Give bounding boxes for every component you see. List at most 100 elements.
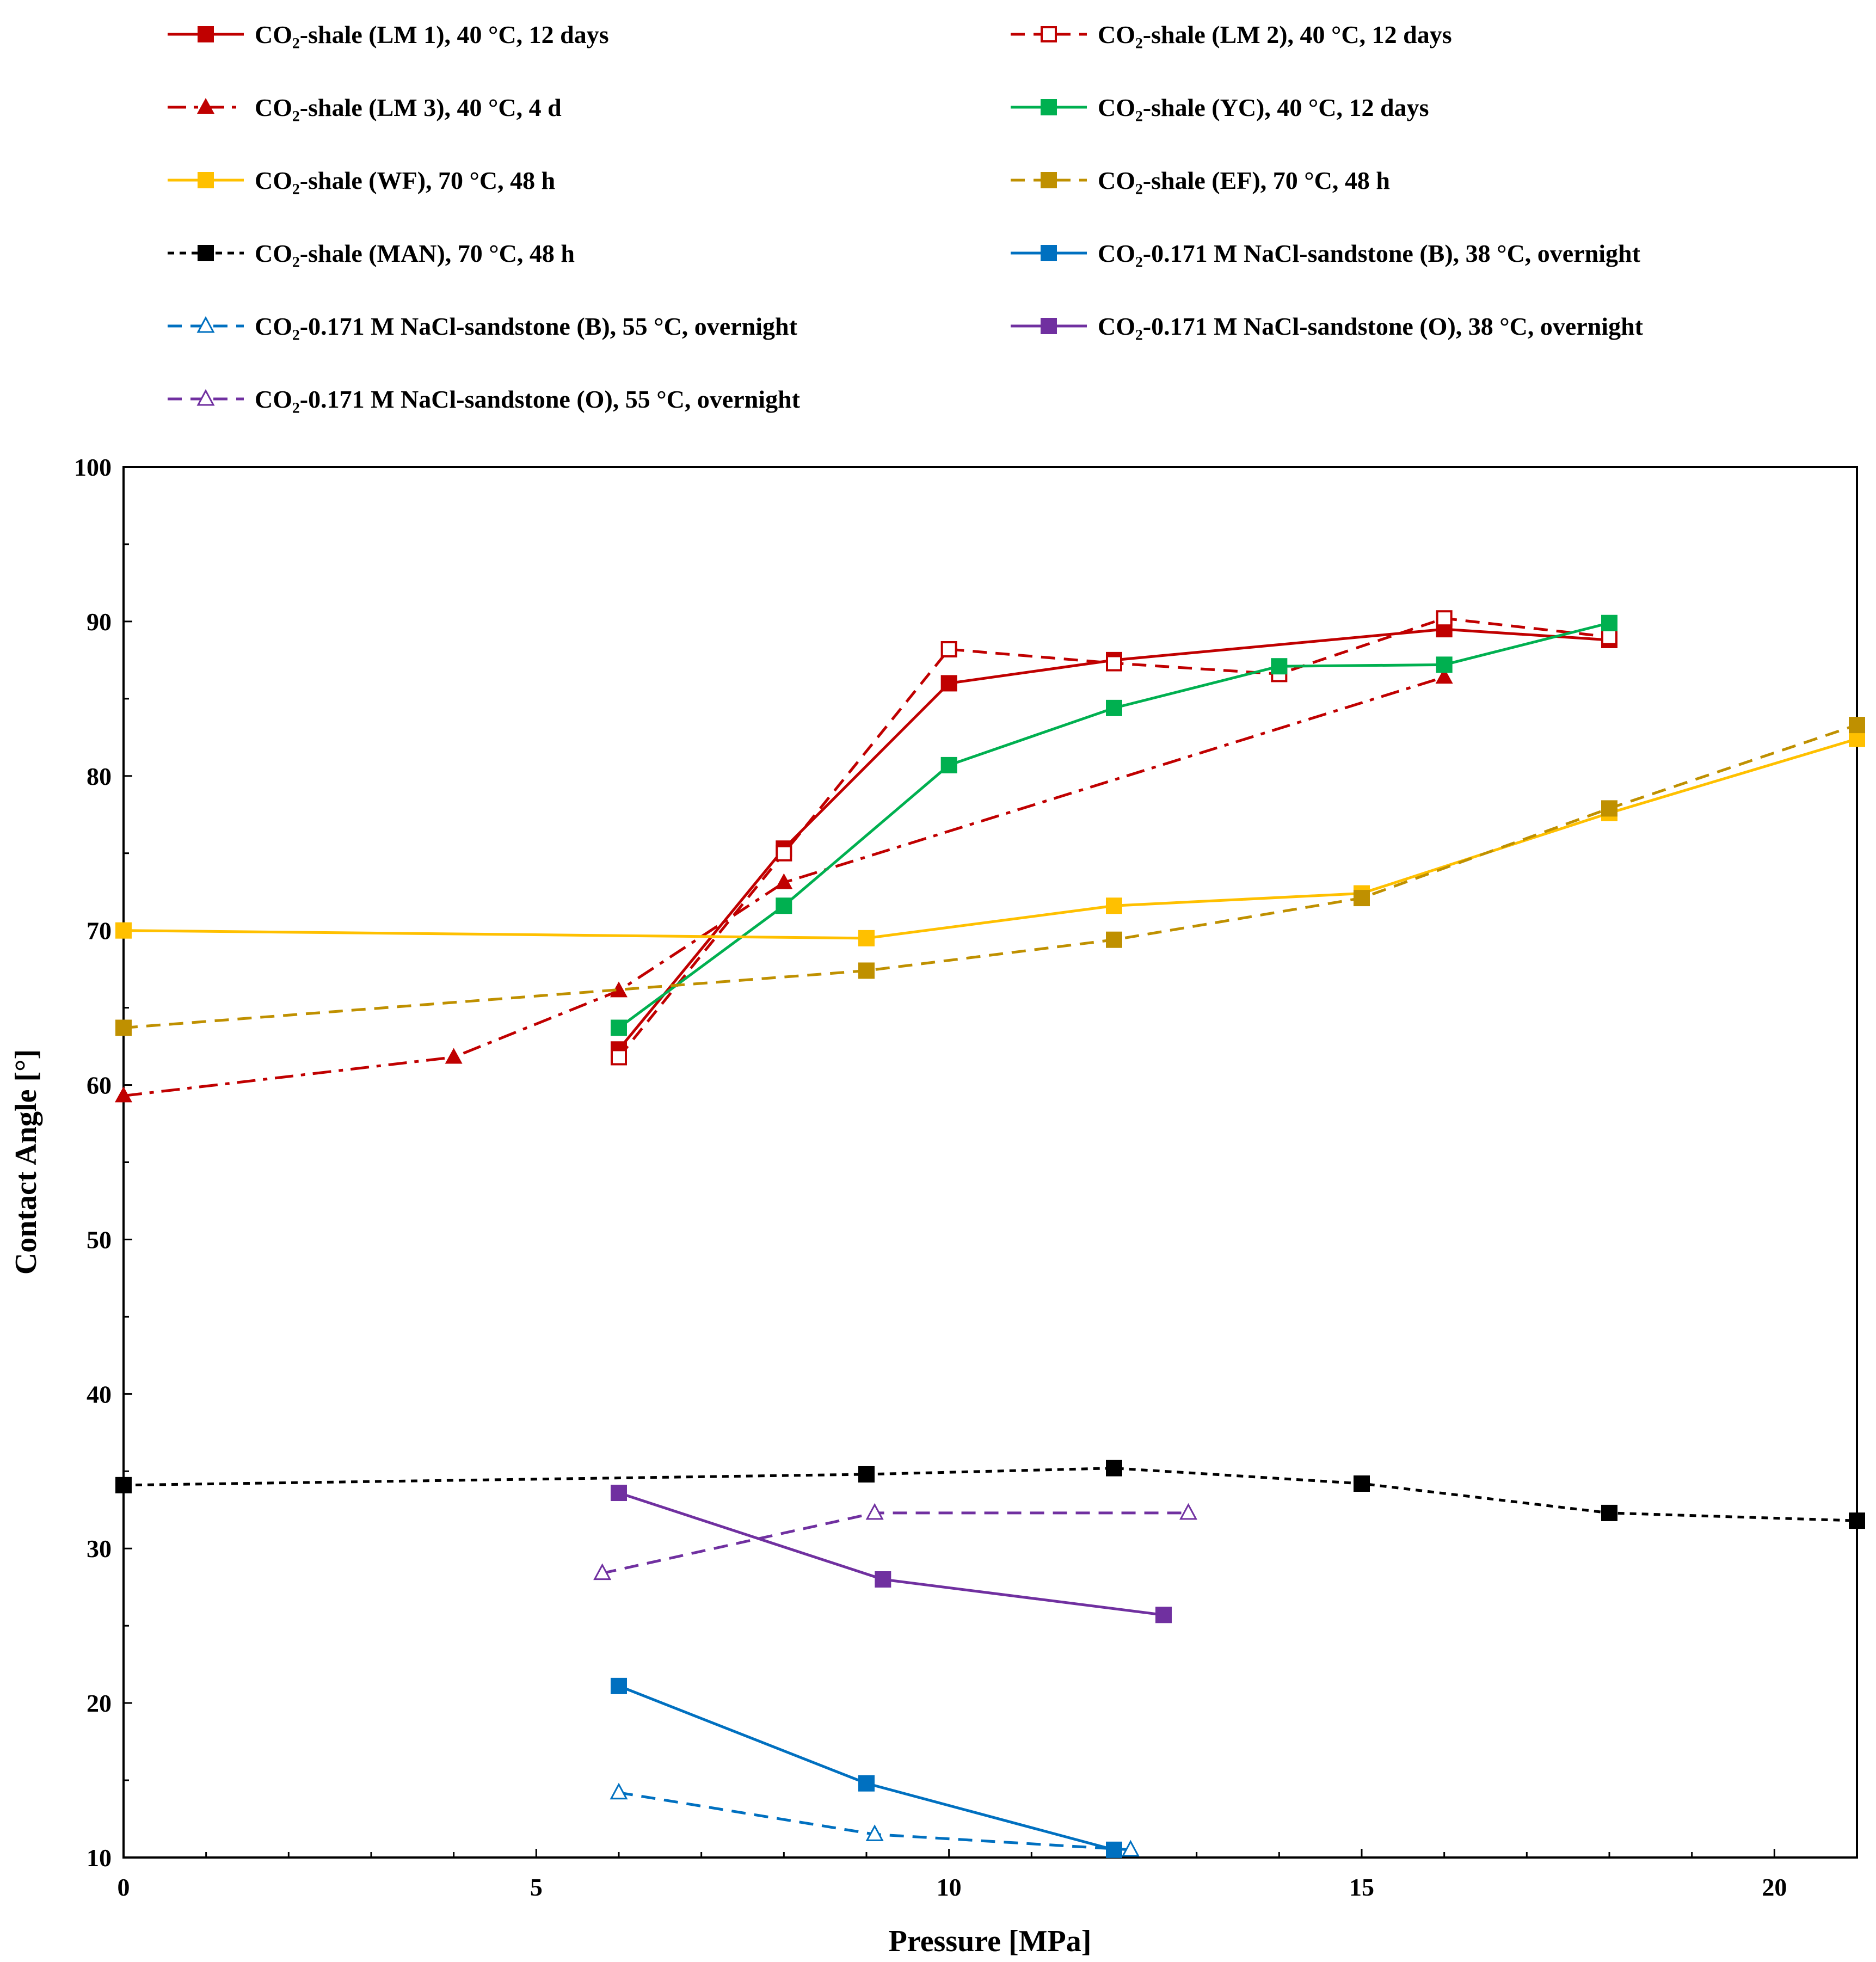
y-tick-label: 10 bbox=[87, 1844, 112, 1872]
y-tick-label: 30 bbox=[87, 1535, 112, 1563]
series-4 bbox=[611, 614, 1617, 1036]
legend-label: CO₂-shale (EF), 70 °C, 48 h bbox=[1098, 167, 1390, 194]
legend-item: CO₂-shale (MAN), 70 °C, 48 h bbox=[168, 239, 575, 267]
series-7 bbox=[115, 1460, 1865, 1529]
data-point bbox=[611, 1019, 627, 1036]
data-point bbox=[858, 962, 875, 979]
legend-item: CO₂-shale (LM 2), 40 °C, 12 days bbox=[1011, 21, 1452, 48]
legend-item: CO₂-shale (WF), 70 °C, 48 h bbox=[168, 167, 555, 194]
legend-swatch-marker bbox=[197, 98, 214, 114]
data-point bbox=[610, 1782, 628, 1800]
legend-swatch-marker bbox=[1041, 245, 1057, 261]
x-tick-label: 0 bbox=[118, 1873, 130, 1901]
data-point bbox=[1354, 890, 1370, 907]
y-tick-label: 100 bbox=[74, 453, 112, 481]
data-point bbox=[611, 1677, 627, 1694]
y-axis: 10 20 30 40 50 60 70 80 90 100 bbox=[74, 453, 132, 1872]
legend-swatch-marker bbox=[1041, 99, 1057, 115]
data-point bbox=[1849, 730, 1865, 747]
data-point bbox=[776, 897, 792, 914]
x-tick-label: 5 bbox=[530, 1873, 543, 1901]
series-line bbox=[602, 1511, 1189, 1575]
legend-swatch-marker bbox=[198, 245, 214, 261]
x-axis-title: Pressure [MPa] bbox=[889, 1924, 1092, 1958]
data-point bbox=[115, 922, 132, 939]
legend-label: CO₂-shale (WF), 70 °C, 48 h bbox=[255, 167, 555, 194]
data-point bbox=[611, 1485, 627, 1502]
data-point bbox=[1121, 1840, 1140, 1857]
data-point bbox=[1849, 717, 1865, 734]
data-point bbox=[940, 641, 957, 657]
y-tick-label: 40 bbox=[87, 1380, 112, 1408]
legend-label: CO₂-shale (LM 2), 40 °C, 12 days bbox=[1098, 21, 1452, 48]
data-point bbox=[1106, 897, 1122, 914]
x-tick-label: 10 bbox=[937, 1873, 962, 1901]
data-point bbox=[611, 1049, 627, 1066]
data-point bbox=[776, 845, 792, 862]
series-line bbox=[123, 737, 1857, 940]
series-line bbox=[123, 1467, 1857, 1522]
legend-item: CO₂-0.171 M NaCl-sandstone (O), 38 °C, o… bbox=[1011, 312, 1644, 340]
data-point bbox=[610, 981, 628, 998]
data-point bbox=[875, 1571, 891, 1588]
plot-frame bbox=[122, 466, 1858, 1859]
y-tick-label: 70 bbox=[87, 917, 112, 945]
data-point bbox=[115, 1019, 132, 1036]
legend-item: CO₂-shale (EF), 70 °C, 48 h bbox=[1011, 167, 1390, 194]
y-tick-label: 80 bbox=[87, 762, 112, 790]
data-point bbox=[865, 1503, 884, 1520]
legend-swatch-marker bbox=[196, 389, 215, 406]
series-layer bbox=[115, 610, 1865, 1858]
data-point bbox=[858, 930, 875, 946]
legend-label: CO₂-shale (LM 1), 40 °C, 12 days bbox=[255, 21, 609, 48]
data-point bbox=[1601, 629, 1617, 645]
data-point bbox=[1849, 1512, 1865, 1529]
data-point bbox=[1155, 1607, 1172, 1623]
series-11 bbox=[593, 1503, 1198, 1580]
legend-item: CO₂-0.171 M NaCl-sandstone (B), 38 °C, o… bbox=[1011, 239, 1641, 267]
series-2 bbox=[611, 610, 1617, 1066]
data-point bbox=[1106, 931, 1122, 948]
legend-label: CO₂-shale (MAN), 70 °C, 48 h bbox=[255, 239, 575, 267]
data-point bbox=[1106, 1460, 1122, 1477]
data-point bbox=[1106, 655, 1122, 672]
legend-label: CO₂-0.171 M NaCl-sandstone (O), 55 °C, o… bbox=[255, 385, 801, 413]
series-line bbox=[618, 628, 1610, 1050]
data-point bbox=[1601, 1504, 1617, 1521]
data-point bbox=[940, 675, 957, 692]
series-line bbox=[123, 723, 1857, 1030]
plot-area: 10 20 30 40 50 60 70 80 90 100 0 5 10 15 20 bbox=[74, 453, 1865, 1901]
data-point bbox=[1601, 614, 1617, 631]
x-tick-label: 15 bbox=[1349, 1873, 1374, 1901]
series-8 bbox=[611, 1677, 1122, 1858]
series-5 bbox=[115, 730, 1865, 946]
legend-label: CO₂-0.171 M NaCl-sandstone (O), 38 °C, o… bbox=[1098, 312, 1644, 340]
legend-label: CO₂-0.171 M NaCl-sandstone (B), 55 °C, o… bbox=[255, 312, 798, 340]
legend-item: CO₂-shale (LM 3), 40 °C, 4 d bbox=[168, 94, 562, 121]
data-point bbox=[1601, 800, 1617, 817]
series-line bbox=[618, 1491, 1164, 1616]
series-line bbox=[618, 622, 1610, 1029]
data-point bbox=[115, 1477, 132, 1493]
data-point bbox=[858, 1466, 875, 1483]
legend: CO₂-shale (LM 1), 40 °C, 12 days CO₂-shal… bbox=[168, 21, 1644, 413]
y-tick-label: 60 bbox=[87, 1072, 112, 1099]
data-point bbox=[1436, 610, 1453, 627]
legend-swatch-marker bbox=[198, 26, 214, 42]
data-point bbox=[775, 873, 793, 889]
series-3 bbox=[115, 668, 1453, 1103]
legend-swatch-marker bbox=[1041, 26, 1057, 42]
data-point bbox=[1106, 699, 1122, 716]
y-axis-title: Contact Angle [°] bbox=[9, 1049, 43, 1275]
x-tick-label: 20 bbox=[1762, 1873, 1787, 1901]
legend-item: CO₂-0.171 M NaCl-sandstone (O), 55 °C, o… bbox=[168, 385, 801, 413]
data-point bbox=[1436, 656, 1453, 673]
data-point bbox=[115, 1086, 132, 1103]
data-point bbox=[940, 756, 957, 773]
data-point bbox=[858, 1775, 875, 1792]
series-10 bbox=[611, 1485, 1172, 1623]
legend-item: CO₂-0.171 M NaCl-sandstone (B), 55 °C, o… bbox=[168, 312, 798, 340]
series-6 bbox=[115, 717, 1865, 1036]
y-tick-label: 50 bbox=[87, 1226, 112, 1253]
